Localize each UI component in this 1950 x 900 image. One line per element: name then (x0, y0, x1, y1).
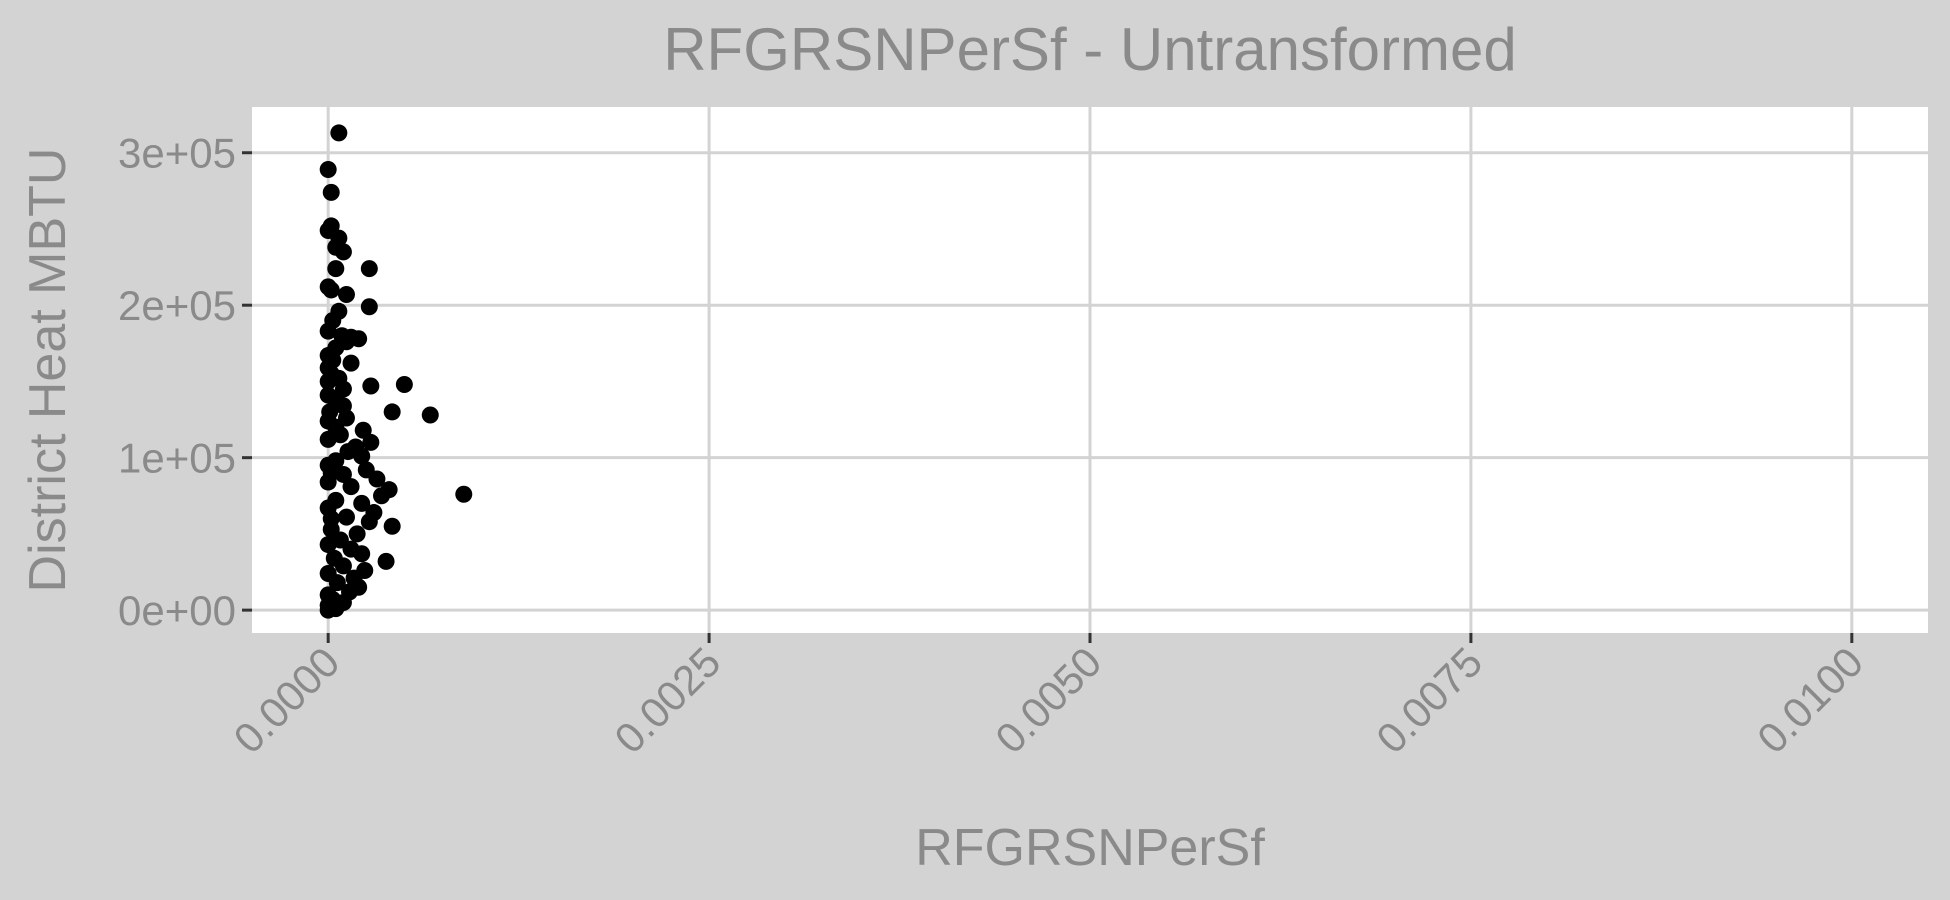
data-point (348, 525, 366, 543)
data-point (395, 375, 413, 393)
y-tick-label: 1e+05 (118, 435, 236, 482)
data-point (353, 447, 371, 465)
data-point (360, 260, 378, 278)
data-point (339, 443, 357, 461)
y-gridlines (252, 151, 1928, 612)
y-tick-label: 0e+00 (118, 587, 236, 634)
data-point (321, 403, 339, 421)
data-point (360, 298, 378, 316)
data-point (421, 406, 439, 424)
y-axis-title: District Heat MBTU (19, 148, 77, 593)
data-points (319, 124, 473, 619)
data-point (334, 557, 352, 575)
data-point (373, 487, 391, 505)
data-point (353, 545, 371, 563)
data-point (337, 508, 355, 526)
data-point (354, 421, 372, 439)
y-tick-label: 2e+05 (118, 282, 236, 329)
data-point (377, 552, 395, 570)
chart-title: RFGRSNPerSf - Untransformed (663, 16, 1517, 83)
y-tick-label: 3e+05 (118, 130, 236, 177)
data-point (319, 161, 337, 179)
data-point (328, 574, 346, 592)
data-point (362, 377, 380, 395)
data-point (342, 478, 360, 496)
data-point (360, 513, 378, 531)
data-point (334, 243, 352, 261)
data-point (322, 183, 340, 201)
y-axis-ticks: 0e+00 1e+05 2e+05 3e+05 (118, 130, 252, 634)
data-point (362, 433, 380, 451)
data-point (319, 372, 337, 390)
data-point (319, 322, 337, 340)
data-point (319, 601, 337, 619)
data-point (322, 510, 340, 528)
data-point (455, 485, 473, 503)
data-point (330, 124, 348, 142)
data-point (327, 260, 345, 278)
data-point (342, 354, 360, 372)
data-point (322, 464, 340, 482)
data-point (322, 281, 340, 299)
data-point (383, 517, 401, 535)
data-point (319, 430, 337, 448)
data-point (319, 536, 337, 554)
x-axis-title: RFGRSNPerSf (915, 819, 1265, 877)
data-point (353, 494, 371, 512)
data-point (337, 286, 355, 304)
data-point (368, 470, 386, 488)
data-point (383, 403, 401, 421)
